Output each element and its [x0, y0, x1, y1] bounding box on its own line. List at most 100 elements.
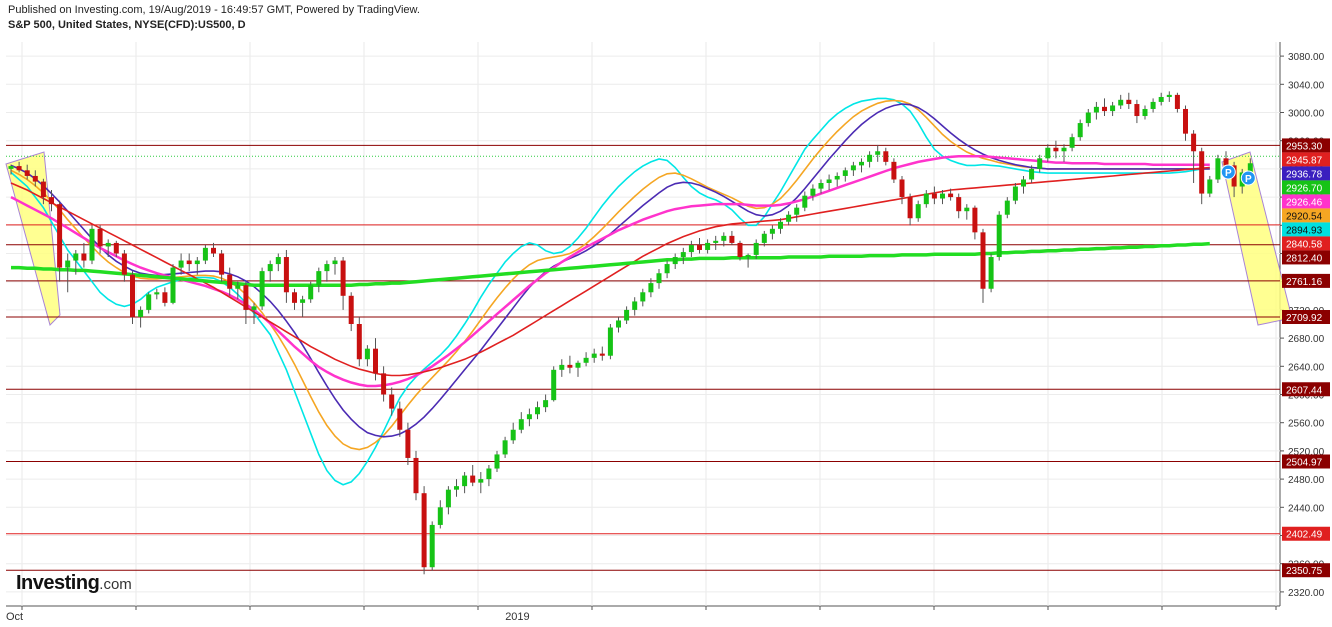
- candle-body: [1174, 94, 1180, 109]
- moving-average-line: [10, 166, 1210, 377]
- symbol-title: S&P 500, United States, NYSE(CFD):US500,…: [8, 19, 246, 31]
- candle-body: [1061, 147, 1067, 152]
- p-marker-icon: [1220, 164, 1236, 180]
- candle-body: [316, 271, 322, 286]
- candle-body: [972, 207, 978, 233]
- candle-body: [462, 475, 468, 487]
- price-badge: [1282, 180, 1330, 195]
- candle-body: [32, 175, 38, 182]
- candle-body: [583, 357, 589, 363]
- candle-body: [737, 242, 743, 258]
- candle-body: [1247, 163, 1253, 173]
- candle-body: [121, 253, 127, 275]
- candle-body: [1166, 94, 1172, 97]
- candle-body: [607, 327, 613, 356]
- candle-body: [454, 486, 459, 490]
- candle-body: [186, 260, 192, 265]
- y-tick-label: 3000.00: [1288, 109, 1325, 120]
- price-badge-label: 2761.16: [1286, 277, 1323, 288]
- logo-brand: Investing: [16, 572, 100, 594]
- moving-average-line: [11, 241, 1210, 287]
- candle-body: [664, 264, 670, 274]
- candle-body: [680, 252, 686, 258]
- candle-body: [356, 324, 362, 360]
- candle-body: [802, 195, 808, 208]
- chart-header: Published on Investing.com, 19/Aug/2019 …: [8, 3, 420, 33]
- price-badge: [1282, 250, 1330, 265]
- moving-average-line: [10, 154, 1210, 388]
- candle-body: [980, 232, 986, 289]
- candle-body: [1077, 123, 1083, 138]
- price-badge-label: 2953.30: [1286, 141, 1323, 152]
- candle-body: [405, 429, 411, 458]
- candle-body: [227, 274, 233, 289]
- candle-body: [211, 247, 216, 254]
- price-badge-label: 2936.78: [1286, 169, 1323, 180]
- price-badge-label: 2350.75: [1286, 566, 1323, 577]
- candle-body: [308, 285, 314, 300]
- y-tick-label: 2520.00: [1288, 447, 1325, 458]
- price-badge: [1282, 526, 1330, 541]
- candle-body: [283, 257, 289, 293]
- candle-body: [624, 309, 630, 321]
- candle-body: [940, 193, 945, 199]
- candle-body: [640, 292, 646, 302]
- candle-body: [1045, 147, 1051, 159]
- candle-body: [713, 240, 719, 243]
- price-badge-label: 2926.70: [1286, 183, 1323, 194]
- candle-body: [559, 364, 565, 370]
- candle-body: [883, 151, 889, 162]
- candle-body: [81, 253, 87, 261]
- candle-body: [1110, 105, 1116, 112]
- candle-body: [1012, 186, 1018, 201]
- candle-body: [705, 242, 711, 250]
- candle-body: [24, 170, 30, 176]
- candle-body: [826, 179, 832, 183]
- candle-body: [964, 207, 970, 212]
- candle-body: [389, 394, 395, 409]
- candle-body: [778, 221, 783, 229]
- y-tick-label: 3040.00: [1288, 80, 1325, 91]
- candle-body: [721, 235, 727, 241]
- candle-body: [1142, 108, 1148, 117]
- logo-domain: .com: [99, 576, 132, 593]
- candle-body: [567, 364, 573, 368]
- candle-body: [170, 267, 176, 303]
- price-badge-label: 2894.93: [1286, 225, 1323, 236]
- candle-body: [445, 489, 451, 508]
- y-tick-label: 3080.00: [1288, 52, 1325, 63]
- candle-body: [697, 245, 702, 250]
- candle-body: [834, 175, 840, 180]
- investing-logo: Investing.com: [16, 572, 132, 595]
- candle-body: [502, 440, 508, 455]
- candle-body: [688, 245, 694, 253]
- price-badge-label: 2504.97: [1286, 457, 1323, 468]
- candle-body: [154, 292, 160, 295]
- candle-body: [988, 257, 994, 289]
- candle-body: [786, 214, 792, 222]
- candle-body: [648, 283, 654, 293]
- candle-body: [616, 320, 621, 328]
- candle-body: [73, 253, 79, 261]
- price-badge-label: 2840.58: [1286, 239, 1323, 250]
- candle-body: [875, 151, 881, 155]
- moving-average-line: [10, 97, 1210, 486]
- candle-body: [332, 260, 338, 265]
- candle-body: [146, 294, 152, 310]
- candle-body: [1053, 147, 1059, 152]
- price-badge: [1282, 273, 1330, 288]
- candle-body: [364, 348, 370, 360]
- candle-body: [413, 457, 419, 494]
- y-tick-label: 2320.00: [1288, 588, 1325, 599]
- x-axis-label: Oct: [6, 611, 23, 623]
- candle-body: [891, 161, 897, 180]
- candle-body: [1158, 96, 1164, 102]
- candle-body: [300, 299, 306, 303]
- candle-body: [138, 309, 144, 317]
- candle-body: [907, 197, 913, 219]
- moving-average-line: [10, 99, 1210, 451]
- candle-body: [535, 407, 540, 415]
- price-badge: [1282, 563, 1330, 578]
- candle-body: [1004, 200, 1010, 215]
